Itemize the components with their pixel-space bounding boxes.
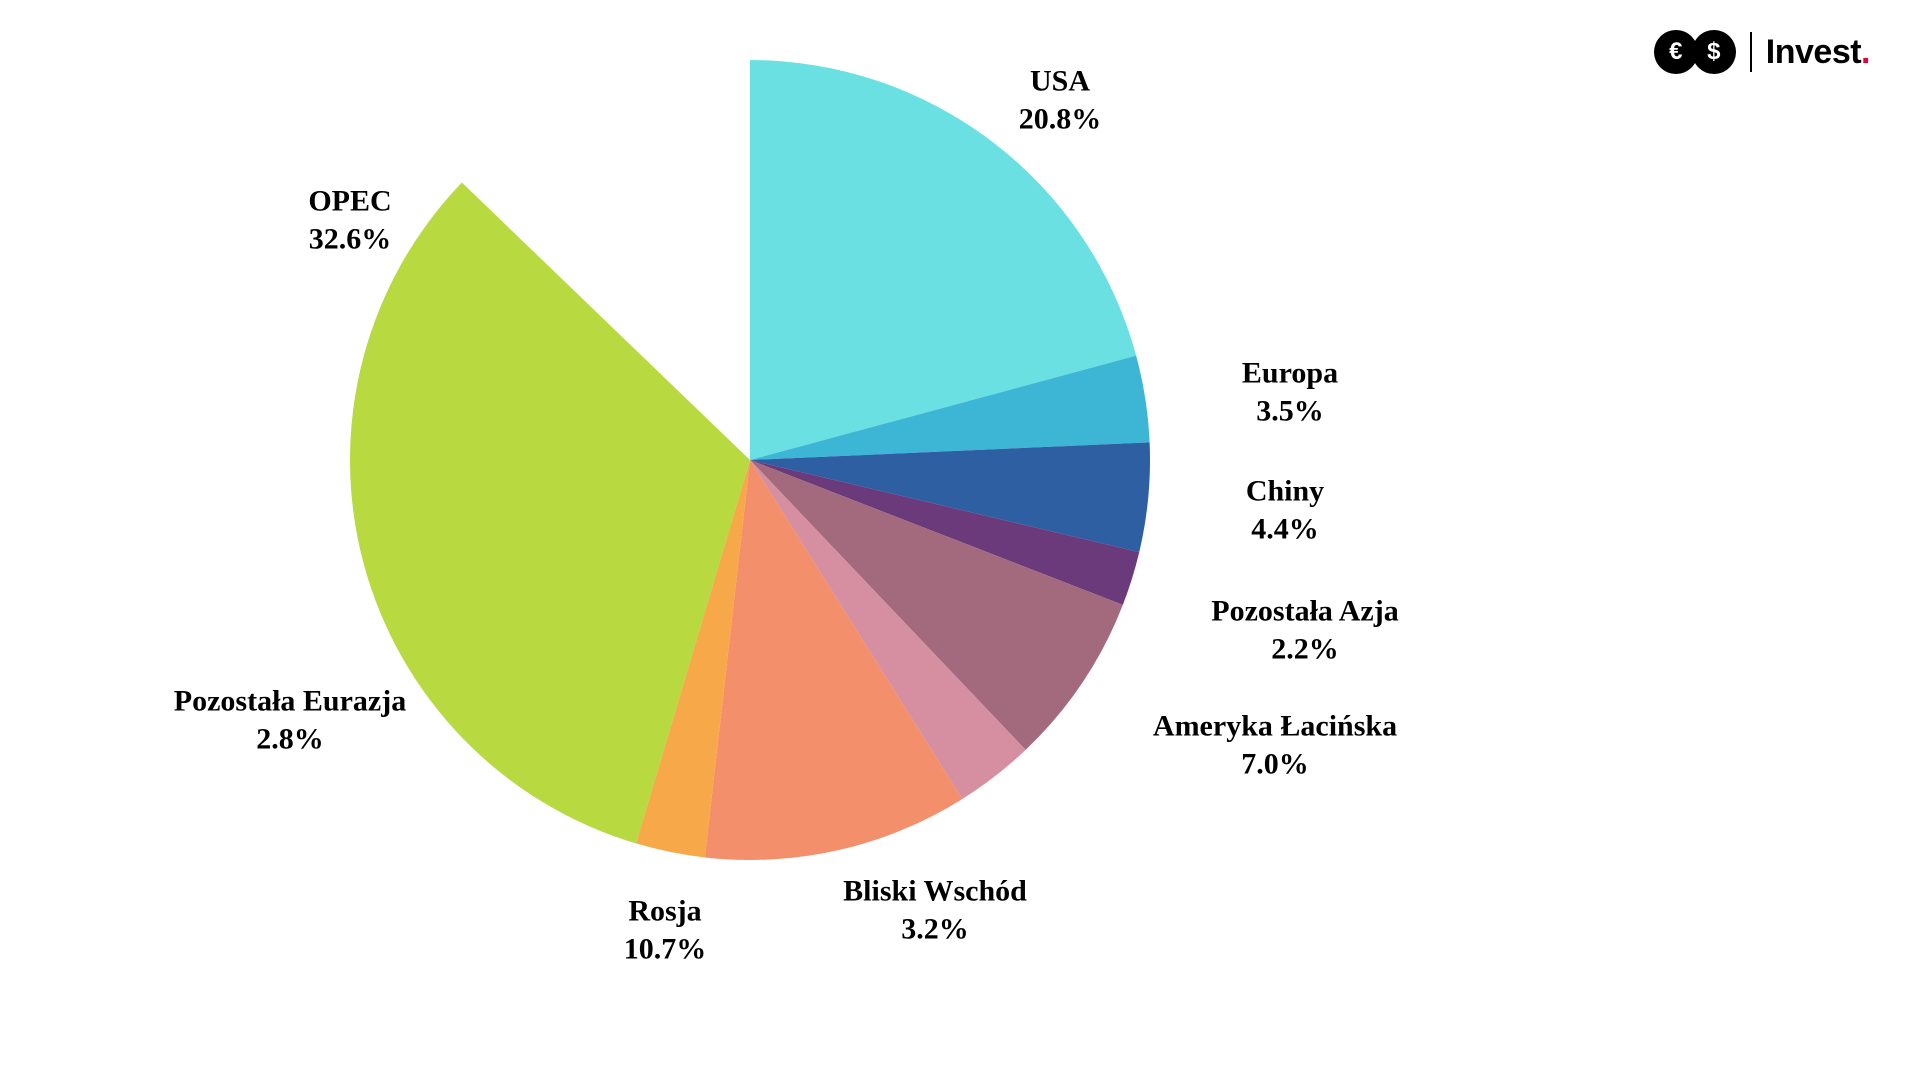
logo-text: Invest. <box>1766 33 1870 72</box>
slice-name: Ameryka Łacińska <box>1153 708 1397 746</box>
slice-percent: 2.8% <box>174 720 406 758</box>
slice-name: Pozostała Azja <box>1211 593 1398 631</box>
slice-label: Rosja10.7% <box>624 893 707 968</box>
slice-percent: 20.8% <box>1019 100 1102 138</box>
slice-name: Europa <box>1242 355 1338 393</box>
slice-name: Pozostała Eurazja <box>174 683 406 721</box>
slice-name: OPEC <box>308 183 391 221</box>
slice-label: Bliski Wschód3.2% <box>843 873 1027 948</box>
slice-percent: 2.2% <box>1211 630 1398 668</box>
logo-word: Invest <box>1766 33 1861 71</box>
slice-name: USA <box>1019 63 1102 101</box>
slice-label: USA20.8% <box>1019 63 1102 138</box>
pie-chart-container: USA20.8% Europa3.5% Chiny4.4% Pozostała Azj… <box>0 0 1920 1080</box>
slice-label: Europa3.5% <box>1242 355 1338 430</box>
slice-percent: 4.4% <box>1246 510 1324 548</box>
logo-divider <box>1750 32 1752 72</box>
slice-percent: 10.7% <box>624 930 707 968</box>
brand-logo: € $ Invest. <box>1654 30 1870 74</box>
slice-label: Pozostała Azja2.2% <box>1211 593 1398 668</box>
slice-label: Pozostała Eurazja2.8% <box>174 683 406 758</box>
slice-percent: 3.2% <box>843 910 1027 948</box>
slice-label: Chiny4.4% <box>1246 473 1324 548</box>
slice-label: Ameryka Łacińska7.0% <box>1153 708 1397 783</box>
dollar-icon: $ <box>1692 30 1736 74</box>
slice-percent: 3.5% <box>1242 392 1338 430</box>
slice-percent: 7.0% <box>1153 745 1397 783</box>
slice-percent: 32.6% <box>308 220 391 258</box>
slice-label: OPEC32.6% <box>308 183 391 258</box>
logo-currency-circles: € $ <box>1654 30 1736 74</box>
logo-dot: . <box>1861 33 1870 71</box>
slice-name: Bliski Wschód <box>843 873 1027 911</box>
slice-name: Rosja <box>624 893 707 931</box>
slice-name: Chiny <box>1246 473 1324 511</box>
